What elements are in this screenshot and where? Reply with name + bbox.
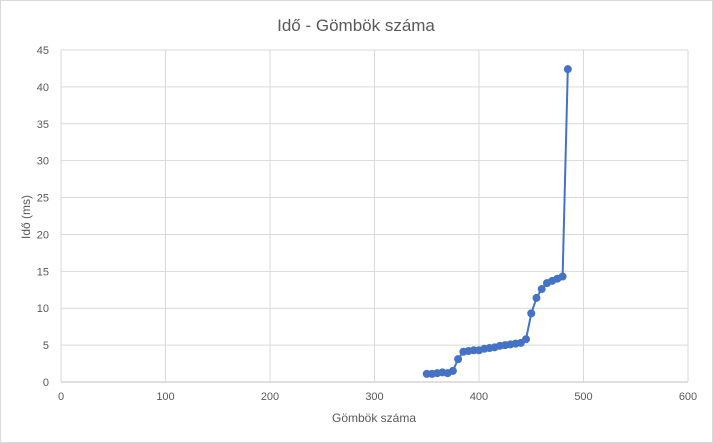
data-point <box>522 335 531 344</box>
chart-title: Idő - Gömbök száma <box>277 16 435 35</box>
x-tick-label: 300 <box>365 391 383 403</box>
x-axis-ticks: 0 100 200 300 400 500 600 <box>58 391 697 403</box>
x-tick-label: 400 <box>470 391 488 403</box>
data-point <box>527 309 536 318</box>
data-series <box>422 65 572 378</box>
y-tick-label: 20 <box>37 229 49 241</box>
grid-lines <box>60 49 689 383</box>
data-point <box>448 366 457 375</box>
y-tick-label: 5 <box>43 340 49 352</box>
data-point <box>537 285 546 294</box>
y-tick-label: 15 <box>37 266 49 278</box>
data-point <box>558 272 567 281</box>
y-axis-label: Idő (ms) <box>19 195 33 239</box>
x-tick-label: 100 <box>156 391 174 403</box>
y-tick-label: 10 <box>37 303 49 315</box>
data-point <box>454 355 463 364</box>
x-tick-label: 0 <box>58 391 64 403</box>
series-line <box>426 69 569 375</box>
x-tick-label: 200 <box>261 391 279 403</box>
y-tick-label: 40 <box>37 82 49 94</box>
y-tick-label: 35 <box>37 119 49 131</box>
data-point <box>563 65 572 74</box>
y-axis-ticks: 0 5 10 15 20 25 30 35 40 45 <box>37 45 49 389</box>
y-tick-label: 25 <box>37 193 49 205</box>
y-tick-label: 30 <box>37 156 49 168</box>
x-tick-label: 500 <box>574 391 592 403</box>
y-tick-label: 45 <box>37 45 49 57</box>
data-point <box>532 293 541 302</box>
x-axis-label: Gömbök száma <box>332 411 416 425</box>
y-tick-label: 0 <box>43 377 49 389</box>
x-tick-label: 600 <box>679 391 697 403</box>
